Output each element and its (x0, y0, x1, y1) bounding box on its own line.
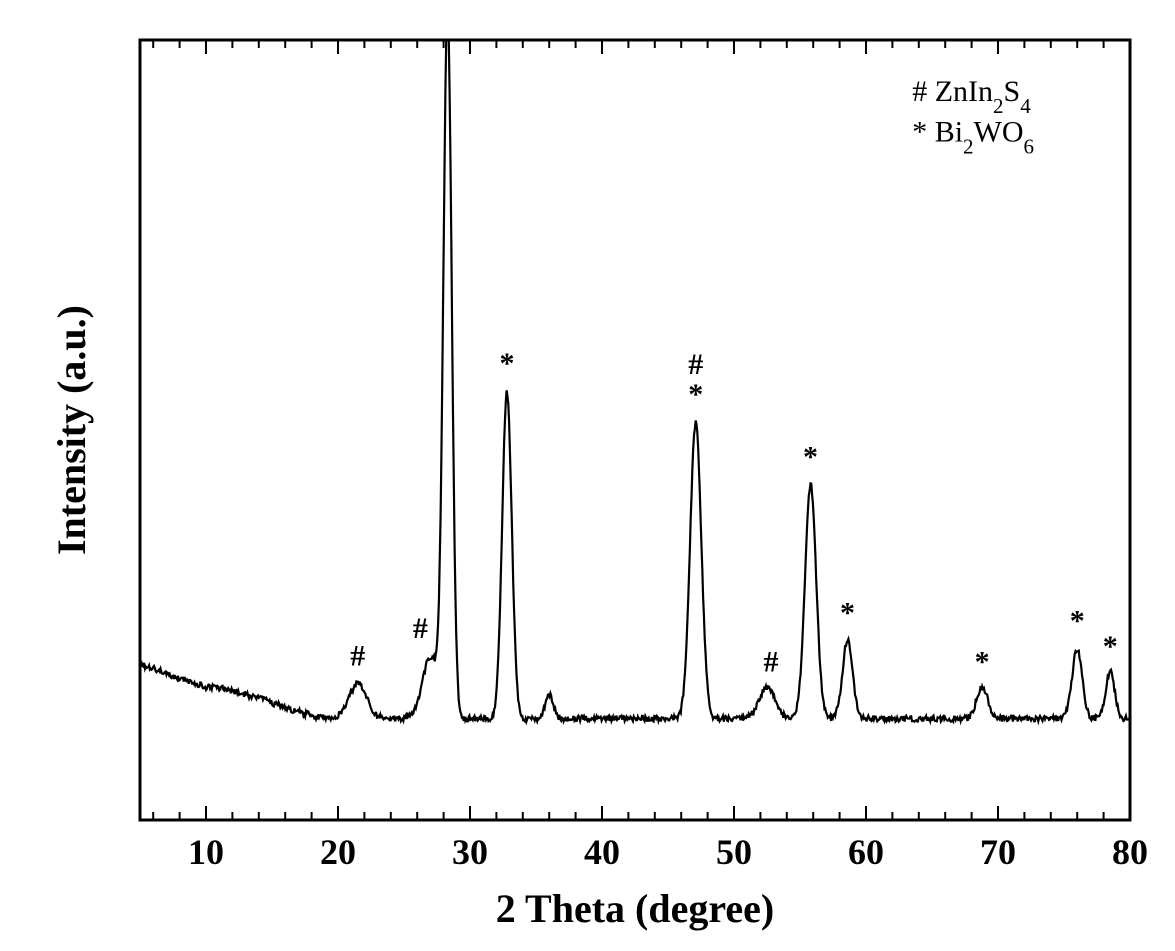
x-tick-label: 60 (848, 832, 884, 872)
y-axis-label: Intensity (a.u.) (49, 305, 94, 555)
x-tick-label: 40 (584, 832, 620, 872)
x-tick-label: 30 (452, 832, 488, 872)
plot-frame-top (140, 40, 1130, 820)
peak-marker-label: * (1103, 630, 1118, 663)
x-tick-label: 50 (716, 832, 752, 872)
peak-marker-label: * (1070, 604, 1085, 637)
peak-marker-label: * (975, 645, 990, 678)
chart-svg: 10 20 30 40 50 60 70 80 2 Theta (degree) Intensit… (0, 0, 1175, 951)
peak-marker-label: # (764, 645, 779, 678)
peak-marker-label: # (413, 612, 428, 645)
legend-item: * Bi2WO6 (912, 116, 1034, 159)
peak-marker-label: * (840, 597, 855, 630)
peak-marker-label: # (688, 348, 703, 381)
x-tick-label: 20 (320, 832, 356, 872)
peak-marker-label: * (803, 441, 818, 474)
x-tick-label: 10 (188, 832, 224, 872)
legend-item: # ZnIn2S4 (912, 75, 1031, 118)
x-axis-label: 2 Theta (degree) (496, 886, 774, 931)
x-tick-label: 70 (980, 832, 1016, 872)
peak-marker-label: * (688, 378, 703, 411)
xrd-chart: 10 20 30 40 50 60 70 80 2 Theta (degree) Intensit… (0, 0, 1175, 951)
peak-marker-label: * (499, 347, 514, 380)
x-tick-label: 80 (1112, 832, 1148, 872)
peak-marker-label: * (440, 0, 455, 6)
plot-frame (140, 40, 1130, 820)
peak-marker-label: # (350, 640, 365, 673)
